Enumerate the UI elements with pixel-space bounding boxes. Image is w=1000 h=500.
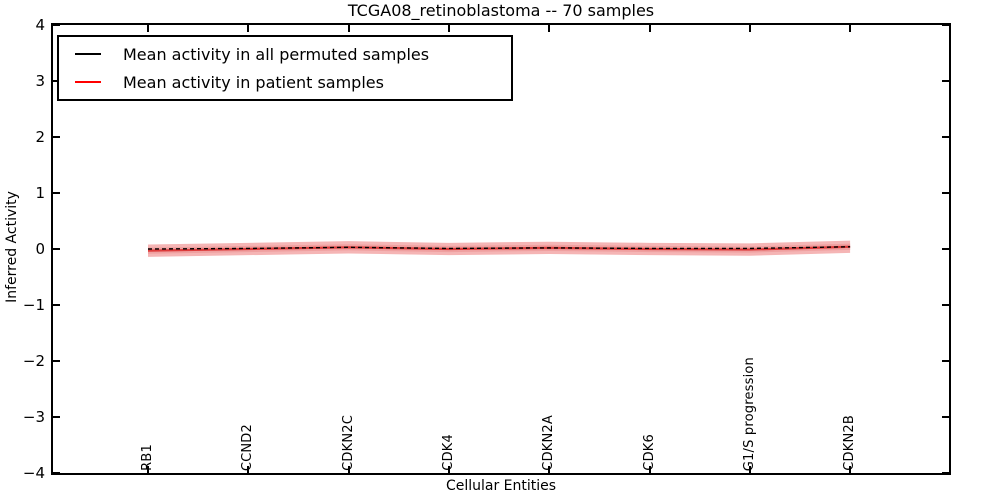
legend-line-sample-permuted xyxy=(75,53,101,55)
legend-entry-permuted: Mean activity in all permuted samples xyxy=(59,40,511,68)
x-tick xyxy=(748,25,751,32)
y-tick xyxy=(53,304,60,306)
legend-label-permuted: Mean activity in all permuted samples xyxy=(123,44,430,64)
y-tick xyxy=(53,472,60,474)
y-tick xyxy=(53,360,60,362)
x-tick-label: G1/S progression xyxy=(741,356,757,471)
x-tick xyxy=(548,466,551,473)
x-tick-label: CDKN2C xyxy=(340,415,356,471)
y-tick-label: 0 xyxy=(35,240,45,258)
x-tick-label: CDKN2A xyxy=(541,415,557,471)
x-tick-label: CCND2 xyxy=(240,423,256,471)
y-tick-label: 2 xyxy=(35,128,45,146)
x-tick xyxy=(347,25,350,32)
y-tick-label: 3 xyxy=(35,72,45,90)
y-tick xyxy=(53,136,60,138)
x-tick-label: CDKN2B xyxy=(842,415,858,471)
x-tick xyxy=(748,466,751,473)
y-tick xyxy=(942,304,949,306)
y-tick xyxy=(53,416,60,418)
x-tick xyxy=(648,466,651,473)
y-tick-label: −2 xyxy=(22,352,45,370)
y-tick xyxy=(53,248,60,250)
x-tick xyxy=(648,25,651,32)
y-tick xyxy=(942,24,949,26)
legend-entry-patient: Mean activity in patient samples xyxy=(59,68,511,96)
x-tick xyxy=(147,466,149,473)
x-tick xyxy=(447,25,450,32)
x-axis-label: Cellular Entities xyxy=(445,478,557,494)
y-tick xyxy=(53,80,60,82)
y-tick xyxy=(942,248,949,250)
legend: Mean activity in all permuted samples Me… xyxy=(57,35,513,101)
y-tick xyxy=(942,360,949,362)
y-tick-label: −3 xyxy=(22,408,45,426)
x-tick xyxy=(347,466,350,473)
y-tick-label: −1 xyxy=(22,296,45,314)
x-tick xyxy=(849,466,852,473)
y-tick-label: −4 xyxy=(22,464,45,482)
x-tick xyxy=(247,25,250,32)
y-tick xyxy=(942,80,949,82)
x-tick xyxy=(247,466,250,473)
legend-label-patient: Mean activity in patient samples xyxy=(123,72,384,92)
y-tick-label: 1 xyxy=(35,184,45,202)
y-tick xyxy=(53,192,60,194)
y-tick xyxy=(942,192,949,194)
y-tick xyxy=(942,472,949,474)
x-tick xyxy=(147,25,149,32)
x-tick xyxy=(849,25,852,32)
x-tick xyxy=(447,466,450,473)
y-tick xyxy=(942,416,949,418)
chart-title: TCGA08_retinoblastoma -- 70 samples xyxy=(347,1,655,20)
y-tick xyxy=(942,136,949,138)
y-tick-label: 4 xyxy=(35,16,45,34)
y-tick xyxy=(53,24,60,26)
legend-line-sample-patient xyxy=(75,81,101,83)
x-tick xyxy=(548,25,551,32)
